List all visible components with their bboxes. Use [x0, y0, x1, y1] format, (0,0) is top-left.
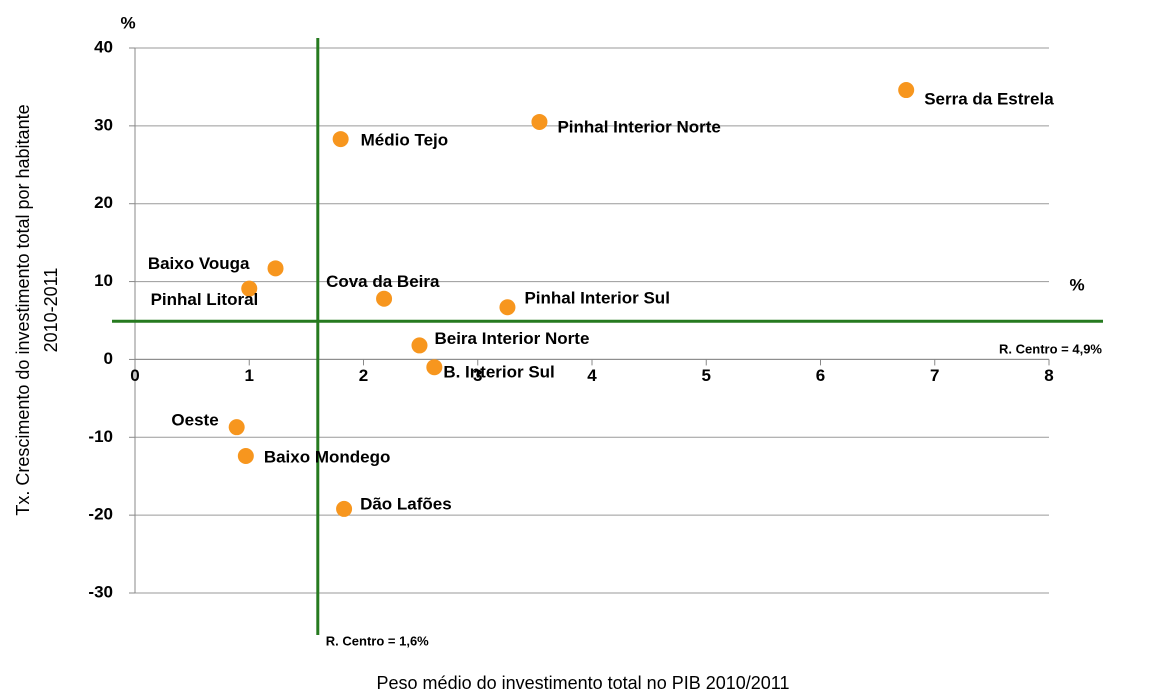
point-label: Serra da Estrela — [924, 90, 1054, 109]
reference-label: R. Centro = 1,6% — [326, 633, 429, 648]
reference-label: R. Centro = 4,9% — [999, 341, 1102, 356]
x-tick-label: 0 — [130, 366, 139, 385]
x-axis-label: Peso médio do investimento total no PIB … — [377, 673, 790, 692]
point — [336, 500, 353, 517]
point-label: Pinhal Interior Sul — [524, 289, 669, 308]
x-tick-label: 5 — [702, 366, 711, 385]
point — [411, 337, 428, 354]
point-label: Baixo Vouga — [148, 254, 250, 273]
y-unit: % — [120, 13, 135, 32]
point-label: Dão Lafões — [360, 494, 452, 513]
point — [499, 299, 516, 316]
x-tick-label: 1 — [245, 366, 254, 385]
y-tick-label: 40 — [94, 37, 113, 56]
x-unit: % — [1069, 275, 1084, 294]
y-axis-label: Tx. Crescimento do investimento total po… — [13, 104, 33, 515]
point-label: B. Interior Sul — [443, 363, 554, 382]
point — [267, 260, 284, 277]
y-tick-label: 20 — [94, 193, 113, 212]
point — [898, 82, 915, 99]
point — [241, 280, 258, 297]
point — [426, 359, 443, 376]
point — [376, 290, 393, 307]
x-tick-label: 2 — [359, 366, 368, 385]
x-tick-label: 7 — [930, 366, 939, 385]
y-tick-label: 30 — [94, 115, 113, 134]
y-tick-label: 10 — [94, 271, 113, 290]
point-label: Baixo Mondego — [264, 447, 391, 466]
y-tick-label: -30 — [88, 582, 113, 601]
point — [332, 131, 349, 148]
y-tick-label: 0 — [104, 349, 113, 368]
y-tick-label: -10 — [88, 427, 113, 446]
y-tick-label: -20 — [88, 505, 113, 524]
x-tick-label: 4 — [587, 366, 597, 385]
point-label: Médio Tejo — [361, 131, 449, 150]
y-axis-label: 2010-2011 — [41, 268, 61, 353]
point-label: Pinhal Litoral — [151, 290, 259, 309]
x-tick-label: 8 — [1044, 366, 1053, 385]
point — [228, 419, 245, 436]
point — [237, 447, 254, 464]
point-label: Cova da Beira — [326, 272, 440, 291]
point-label: Oeste — [171, 411, 218, 430]
point-label: Pinhal Interior Norte — [557, 117, 720, 136]
x-tick-label: 6 — [816, 366, 825, 385]
point — [531, 113, 548, 130]
point-label: Beira Interior Norte — [434, 329, 589, 348]
x-tick-label: 3 — [473, 366, 482, 385]
